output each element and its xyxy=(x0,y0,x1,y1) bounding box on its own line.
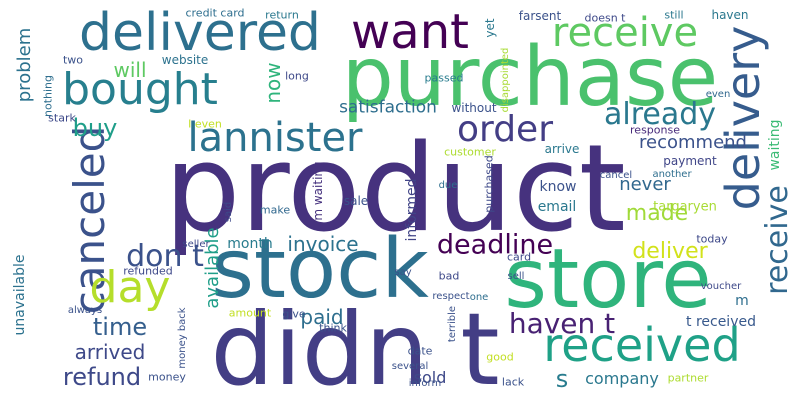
word-long: long xyxy=(285,69,309,83)
word-know: know xyxy=(539,179,577,195)
word-say: say xyxy=(394,267,412,278)
word-make: make xyxy=(259,203,291,217)
word-said: said xyxy=(223,201,234,223)
word-cancel: cancel xyxy=(599,170,633,181)
word-even: even xyxy=(705,89,731,100)
word-month: month xyxy=(227,236,273,252)
word-partner: partner xyxy=(667,371,709,385)
word-delivered: delivered xyxy=(79,3,321,63)
word-two: two xyxy=(62,53,84,67)
word-amount: amount xyxy=(228,306,272,320)
word-m: m xyxy=(735,293,749,309)
word-company: company xyxy=(585,369,659,388)
word-store: store xyxy=(504,232,712,327)
word-inform: inform xyxy=(408,378,442,389)
word-day: day xyxy=(89,262,171,313)
word-time: time xyxy=(92,313,148,341)
word-nothing: nothing xyxy=(41,75,55,117)
word-receive: receive xyxy=(760,185,795,295)
word-refunded: refunded xyxy=(123,264,173,278)
word-terrible: terrible xyxy=(447,305,458,343)
word-farsent: farsent xyxy=(518,9,562,23)
word-today: today xyxy=(696,232,728,246)
word-another: another xyxy=(652,169,692,180)
word-due: due xyxy=(438,180,458,191)
word-stock: stock xyxy=(211,222,429,317)
word-recommend: recommend xyxy=(639,132,747,153)
word-receive: receive xyxy=(551,10,699,56)
word-good: good xyxy=(486,350,514,364)
word-always: always xyxy=(67,305,103,316)
word-arrived: arrived xyxy=(74,340,146,364)
word-credit-card: credit card xyxy=(185,6,245,20)
word-lannister: lannister xyxy=(187,115,363,161)
word-without: without xyxy=(451,101,497,115)
word-haven-t: haven t xyxy=(508,307,616,340)
word-haven: haven xyxy=(711,8,749,22)
word-product: product xyxy=(164,120,626,259)
word-now: now xyxy=(261,62,285,104)
word-deliver: deliver xyxy=(632,239,708,264)
word-delivery: delivery xyxy=(716,25,770,211)
word-didn-t: didn t xyxy=(210,291,500,400)
word-think: think xyxy=(319,321,347,335)
word-made: made xyxy=(625,201,689,226)
word-order: order xyxy=(457,109,553,150)
word-lack: lack xyxy=(501,375,525,389)
word-s: s xyxy=(555,365,569,393)
word-problem: problem xyxy=(14,27,35,103)
word-unavailable: unavailable xyxy=(12,254,28,336)
word-yet: yet xyxy=(483,18,497,38)
word-bad: bad xyxy=(438,269,460,283)
word-m-waiting: m waiting xyxy=(311,161,325,221)
word-customer: customer xyxy=(444,145,496,159)
word-sell: sell xyxy=(507,271,525,282)
word-purchased: purchased xyxy=(482,155,496,213)
word-want: want xyxy=(351,4,469,60)
word-invoice: invoice xyxy=(287,232,359,256)
word-website: website xyxy=(161,53,209,67)
word-I-even: I even xyxy=(188,117,222,131)
word-stark: stark xyxy=(48,111,76,125)
word-targaryen: targaryen xyxy=(653,199,717,215)
word-give: give xyxy=(282,307,306,321)
word-don-t: don t xyxy=(126,239,204,274)
word-satisfaction: satisfaction xyxy=(339,97,437,118)
word-purchase: purchase xyxy=(341,30,719,125)
word-deadline: deadline xyxy=(436,229,554,261)
word-money-back: money back xyxy=(177,307,188,369)
word-voucher: voucher xyxy=(700,281,742,292)
word-paid: paid xyxy=(300,305,344,329)
word-payment: payment xyxy=(663,154,717,168)
word-respect: respect xyxy=(432,291,470,302)
word-card: card xyxy=(506,250,532,264)
word-several: several xyxy=(391,361,429,372)
word-still: still xyxy=(664,8,684,22)
word-never: never xyxy=(619,174,671,195)
word-sold: sold xyxy=(413,368,447,387)
word-waiting: waiting xyxy=(767,119,783,171)
word-passed: passed xyxy=(424,71,464,85)
word-will: will xyxy=(113,58,147,82)
word-email: email xyxy=(537,199,577,215)
word-already: already xyxy=(603,97,717,132)
word-response: response xyxy=(630,123,680,137)
word-informed: informed xyxy=(404,178,420,242)
word-sale: sale xyxy=(343,194,369,208)
word-received: received xyxy=(543,318,741,372)
word-date: date xyxy=(407,344,433,358)
word-return: return xyxy=(265,8,299,22)
word-t-received: t received xyxy=(686,314,756,330)
word-money: money xyxy=(148,370,186,384)
word-buy: buy xyxy=(72,114,118,142)
word-disappointed: disappointed xyxy=(500,47,511,113)
word-doesn-t: doesn t xyxy=(584,11,626,25)
word-refund: refund xyxy=(62,363,142,391)
word-one: one xyxy=(469,292,489,303)
word-bought: bought xyxy=(62,64,218,115)
word-arrive: arrive xyxy=(544,142,580,156)
word-seller: seller xyxy=(182,239,210,250)
